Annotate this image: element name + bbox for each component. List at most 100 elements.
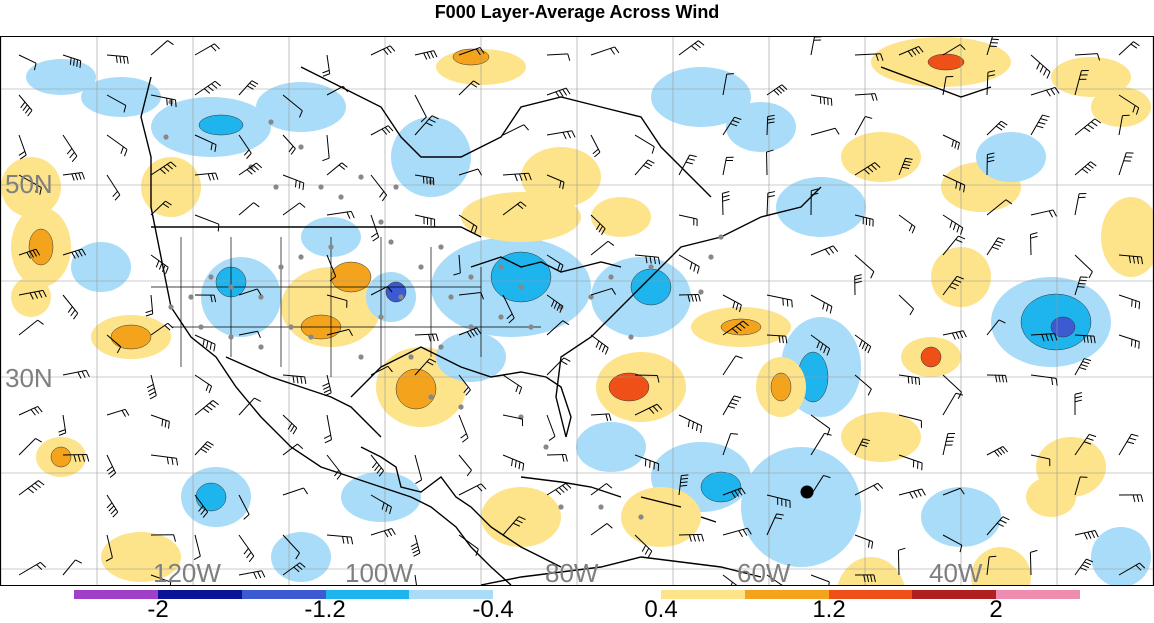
positive-anomaly-area — [841, 412, 921, 462]
wind-barb — [1075, 531, 1098, 540]
colorbar-tick-label: -1.2 — [304, 598, 345, 622]
wind-barb — [1119, 153, 1134, 175]
wind-barb — [19, 406, 42, 415]
wind-barb — [19, 95, 32, 116]
wind-barb — [371, 126, 393, 135]
station-dot — [278, 264, 283, 269]
station-dot — [228, 334, 233, 339]
station-dot — [458, 404, 463, 409]
station-dot — [408, 354, 413, 359]
wind-barb — [371, 528, 395, 537]
wind-barb — [679, 215, 697, 226]
negative-anomaly-area — [491, 252, 551, 302]
station-dot — [208, 274, 213, 279]
wind-barb — [1119, 434, 1138, 455]
wind-barb — [411, 535, 420, 556]
station-dot — [418, 264, 423, 269]
station-dot — [428, 179, 433, 184]
wind-barb — [1031, 55, 1050, 78]
wind-barb — [415, 95, 426, 122]
wind-barb — [107, 175, 120, 200]
station-dot — [288, 324, 293, 329]
wind-barb — [239, 571, 265, 579]
positive-anomaly-area — [29, 229, 53, 265]
station-dot — [228, 284, 233, 289]
wind-barb — [943, 393, 963, 415]
negative-anomaly-area — [26, 59, 96, 95]
wind-barb — [1031, 115, 1049, 135]
station-dot — [438, 344, 443, 349]
wind-barb — [107, 55, 128, 64]
longitude-label: 80W — [545, 558, 599, 585]
negative-anomaly-area — [776, 177, 866, 237]
wind-barb — [151, 455, 178, 465]
station-dot — [298, 144, 303, 149]
wind-barb — [855, 94, 877, 101]
wind-barb — [899, 489, 925, 499]
wind-barb — [679, 155, 697, 175]
station-dot — [258, 294, 263, 299]
positive-anomaly-area — [1091, 87, 1151, 127]
wind-barb — [283, 175, 304, 190]
wind-barb — [679, 415, 702, 433]
wind-barb — [1031, 210, 1056, 217]
wind-barb — [943, 331, 966, 340]
wind-barb — [19, 562, 46, 575]
wind-barb — [107, 495, 118, 517]
wind-barb — [63, 560, 82, 575]
station-dot — [708, 254, 713, 259]
negative-anomaly-area — [256, 82, 346, 132]
wind-barb — [239, 203, 259, 215]
coastline — [226, 357, 381, 437]
positive-anomaly-area — [841, 132, 921, 182]
wind-barb — [503, 375, 522, 394]
wind-barb — [547, 54, 570, 61]
wind-barb — [547, 483, 571, 495]
station-dot — [168, 304, 173, 309]
wind-barb — [195, 81, 221, 95]
wind-barb — [322, 375, 331, 396]
wind-barb — [107, 135, 127, 156]
negative-anomaly-area — [199, 115, 243, 135]
station-dot — [358, 354, 363, 359]
wind-barb — [459, 535, 478, 556]
wind-barb — [1075, 119, 1101, 135]
wind-barb — [107, 455, 116, 478]
positive-anomaly-area — [921, 347, 941, 367]
station-dot — [398, 294, 403, 299]
wind-barb — [146, 295, 153, 316]
wind-barb — [147, 375, 156, 399]
wind-barb — [59, 415, 66, 435]
station-dot — [258, 344, 263, 349]
wind-barb — [1119, 495, 1143, 502]
station-dot — [393, 184, 398, 189]
positive-anomaly-area — [928, 54, 964, 70]
wind-barb — [898, 548, 905, 575]
wind-barb — [987, 375, 1007, 382]
wind-barb — [1119, 295, 1140, 309]
wind-barb — [943, 433, 955, 455]
wind-barb — [1075, 393, 1082, 415]
wind-barb — [63, 135, 77, 162]
wind-barb — [723, 356, 743, 375]
station-dot — [328, 244, 333, 249]
station-dot — [308, 334, 313, 339]
wind-barb — [547, 131, 575, 139]
longitude-label: 100W — [345, 558, 413, 585]
wind-barb — [899, 375, 920, 385]
station-dot — [358, 174, 363, 179]
negative-anomaly-area — [271, 532, 331, 582]
positive-anomaly-area — [836, 557, 906, 585]
wind-barb — [811, 246, 838, 255]
wind-barb — [503, 455, 524, 471]
wind-barb — [107, 409, 129, 416]
wind-barb — [767, 150, 774, 175]
wind-barb — [811, 295, 832, 313]
negative-anomaly-area — [1091, 527, 1151, 585]
negative-anomaly-area — [196, 483, 226, 511]
station-dot — [498, 314, 503, 319]
station-dot — [638, 514, 643, 519]
station-dot — [528, 324, 533, 329]
wind-barb — [324, 415, 331, 443]
